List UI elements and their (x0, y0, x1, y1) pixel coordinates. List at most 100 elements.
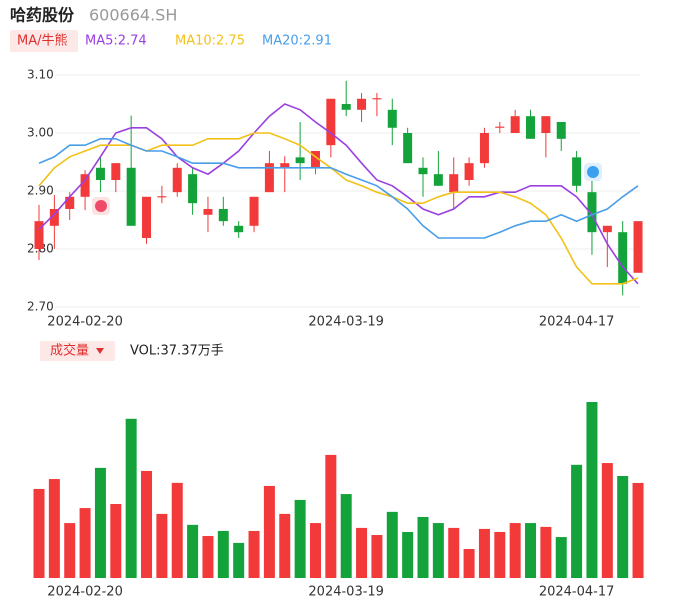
candle-body (418, 167, 428, 175)
candle-body (602, 225, 612, 233)
volume-bar (540, 526, 552, 578)
dropdown-arrow[interactable] (96, 348, 104, 354)
volume-bar (202, 536, 214, 578)
volume-bar (632, 482, 644, 578)
volume-bar (141, 470, 153, 578)
ma-button[interactable]: MA/牛熊 (17, 33, 68, 49)
volume-bar (233, 542, 245, 578)
candle-body (65, 196, 75, 209)
volume-bar (402, 531, 414, 578)
candle-body (633, 221, 643, 273)
y-tick-label: 2.70 (27, 300, 54, 314)
volume-bar (217, 530, 229, 578)
candle-body (526, 116, 536, 139)
volume-bar (571, 464, 583, 578)
candle-body (341, 104, 351, 110)
candle-body (295, 157, 305, 164)
x-tick-label: 2024-02-20 (47, 585, 123, 600)
candle-body (34, 221, 44, 249)
volume-bar (79, 508, 91, 578)
volume-bar (509, 523, 521, 578)
volume-bar (110, 503, 122, 578)
volume-bar (156, 513, 168, 578)
volume-button-bg[interactable] (40, 341, 115, 361)
candle-body (111, 163, 121, 180)
volume-bar (340, 494, 352, 578)
candle-body (541, 116, 551, 133)
volume-bar (478, 528, 490, 578)
candle-body (95, 167, 105, 180)
volume-bar (187, 524, 199, 578)
volume-bar (432, 523, 444, 578)
candle-body (464, 163, 474, 180)
volume-bar (171, 482, 183, 578)
volume-button[interactable]: 成交量 (50, 343, 89, 359)
candle-body (618, 232, 628, 284)
volume-bar (125, 418, 137, 578)
candle-body (280, 163, 290, 168)
candle-body (218, 208, 228, 222)
candle-body (510, 116, 520, 133)
candle-body (372, 98, 382, 100)
volume-bar (263, 485, 275, 578)
legend: MA5:2.74 MA10:2.75 MA20:2.91 (85, 34, 332, 49)
icon-dot[interactable] (95, 200, 107, 212)
candle-body (449, 174, 459, 193)
legend-entry: MA10:2.75 (175, 34, 245, 49)
volume-bar (294, 499, 306, 578)
x-tick-label: 2024-04-17 (539, 585, 615, 600)
candle-body (126, 167, 136, 226)
x-tick-label: 2024-04-17 (539, 315, 615, 330)
volume-bar (279, 513, 291, 578)
candle-body (310, 150, 320, 168)
volume-bar (371, 535, 383, 578)
y-tick-label: 3.10 (27, 68, 54, 82)
plot: 3.103.002.902.802.702024-02-202024-03-19… (27, 68, 644, 600)
ma-line (38, 103, 639, 285)
ma-line (38, 138, 639, 239)
volume-bar (48, 479, 60, 578)
volume-bar (325, 454, 337, 578)
stock-code: 600664.SH (89, 6, 177, 25)
candle-body (49, 208, 59, 226)
volume-bar (33, 488, 45, 578)
candle-body (387, 109, 397, 128)
volume-bar (525, 523, 537, 578)
x-tick-label: 2024-02-20 (47, 315, 123, 330)
candle-body (172, 167, 182, 193)
volume-bar (463, 549, 475, 578)
volume-bar (64, 523, 76, 578)
bear-icon[interactable] (584, 163, 602, 181)
icon-dot[interactable] (587, 166, 599, 178)
candle-body (479, 133, 489, 164)
candle-body (587, 192, 597, 233)
candle-body (264, 163, 274, 193)
volume-bar (94, 467, 106, 578)
volume-bar (356, 527, 368, 578)
volume-bar (555, 537, 567, 578)
candle-body (188, 174, 198, 204)
candle-body (249, 196, 259, 226)
candle-body (433, 174, 443, 186)
candle-body (403, 133, 413, 164)
volume-label: VOL:37.37万手 (130, 344, 224, 359)
bull-icon[interactable] (92, 197, 110, 215)
candle-body (357, 98, 367, 110)
candle-body (142, 196, 152, 238)
volume-bar (386, 511, 398, 578)
candle-body (80, 174, 90, 197)
volume-bar (617, 476, 629, 578)
candle-body (495, 126, 505, 128)
ma-button-bg[interactable] (10, 30, 78, 52)
volume-bar (309, 523, 321, 578)
volume-bar (448, 527, 460, 578)
volume-bar (494, 531, 506, 578)
candle-body (556, 121, 566, 139)
candle-body (203, 208, 213, 215)
volume-bar (417, 516, 429, 578)
x-tick-label: 2024-03-19 (308, 315, 384, 330)
volume-bar (248, 530, 260, 578)
volume-bar (601, 463, 613, 578)
candle-body (572, 157, 582, 186)
candle-body (234, 225, 244, 233)
